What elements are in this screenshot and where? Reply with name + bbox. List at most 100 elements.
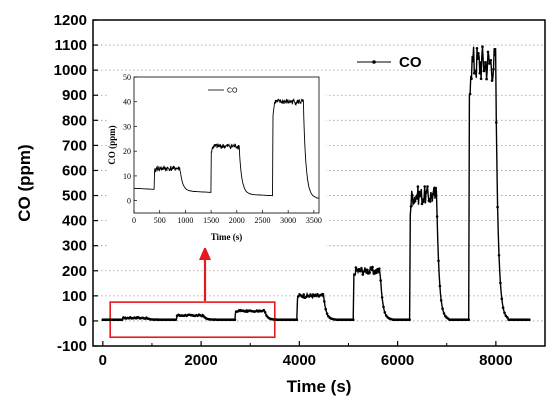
main-data-point [295, 318, 299, 322]
x-tick-label: 2000 [184, 352, 217, 369]
main-data-point [471, 59, 475, 63]
main-data-point [438, 284, 442, 288]
main-data-point [321, 292, 325, 296]
y-tick-label: 700 [62, 137, 87, 154]
main-data-point [409, 205, 413, 208]
y-tick-label: 100 [62, 288, 87, 305]
main-data-point [325, 312, 329, 316]
main-data-point [474, 70, 477, 73]
main-data-point [501, 306, 505, 310]
main-legend-marker [372, 60, 376, 64]
main-data-point [468, 92, 472, 96]
inset-y-tick-label: 50 [123, 73, 131, 82]
main-data-point [442, 312, 446, 315]
main-legend-label: CO [399, 54, 422, 71]
inset-x-tick-label: 2500 [254, 216, 270, 225]
main-data-point [307, 295, 311, 298]
main-data-point [301, 295, 304, 298]
main-data-point [478, 71, 482, 75]
main-data-point [479, 77, 483, 81]
inset-x-tick-label: 1500 [203, 216, 219, 225]
main-legend: CO [357, 54, 422, 71]
y-tick-label: 600 [62, 162, 87, 179]
main-data-point [358, 269, 362, 273]
main-plot-frame [92, 19, 546, 347]
main-data-point [263, 311, 267, 314]
main-data-point [411, 193, 414, 197]
main-series-co [101, 45, 531, 322]
main-data-point [353, 273, 356, 276]
x-tick-label: 0 [99, 352, 107, 369]
x-tick-label: 4000 [283, 352, 316, 369]
main-data-point [375, 271, 378, 274]
inset-x-tick-label: 3500 [306, 216, 322, 225]
y-tick-label: 300 [62, 238, 87, 255]
main-data-point [379, 279, 383, 282]
main-data-point [296, 295, 300, 298]
highlight-box [109, 301, 276, 339]
main-data-point [415, 195, 418, 198]
main-data-point [467, 318, 471, 322]
main-data-point [488, 62, 491, 65]
main-data-point [434, 186, 438, 190]
main-data-point [302, 293, 306, 296]
y-tick-label: 800 [62, 112, 87, 129]
main-data-point [233, 318, 237, 322]
main-data-point [485, 77, 488, 81]
inset-series-co [134, 98, 320, 199]
main-data-point [482, 69, 486, 73]
arrow-head [199, 246, 211, 260]
main-data-point [380, 296, 384, 299]
main-data-point [492, 68, 495, 71]
main-data-point [310, 295, 314, 298]
main-data-point [408, 318, 411, 322]
main-data-point [428, 200, 432, 203]
y-tick-label: -100 [57, 338, 87, 355]
main-data-point [431, 192, 435, 196]
inset-y-axis-label: CO (ppm) [107, 125, 117, 164]
main-data-point [316, 293, 319, 296]
main-data-point [495, 121, 498, 124]
main-data-point [528, 318, 531, 322]
main-data-point [265, 314, 268, 317]
inset-y-tick-label: 30 [123, 122, 131, 131]
main-data-point [422, 200, 425, 203]
main-data-point [120, 318, 124, 322]
inset-legend: CO [208, 88, 238, 95]
main-data-point [174, 318, 177, 322]
main-data-point [378, 267, 381, 271]
main-data-point [484, 61, 487, 64]
main-data-point [475, 47, 479, 50]
inset-x-axis-label: Time (s) [211, 232, 243, 242]
y-tick-label: 0 [79, 313, 87, 330]
inset-y-tick-label: 10 [123, 172, 131, 181]
inset-series-line [134, 98, 320, 199]
callout-arrow [199, 246, 211, 302]
main-data-point [416, 185, 420, 188]
y-tick-label: 900 [62, 87, 87, 104]
main-data-point [481, 45, 484, 48]
main-data-point [309, 293, 312, 296]
main-data-point [430, 195, 433, 198]
y-tick-label: 400 [62, 213, 87, 230]
inset-x-tick-label: 0 [132, 216, 136, 225]
y-tick-label: 500 [62, 188, 87, 205]
main-data-point [413, 199, 417, 203]
y-tick-label: 200 [62, 263, 87, 280]
main-data-point [361, 273, 365, 276]
main-data-point [360, 267, 363, 270]
main-data-point [435, 215, 439, 218]
inset-plot-frame [133, 76, 320, 214]
y-tick-label: 1000 [54, 62, 87, 79]
main-data-point [371, 265, 374, 269]
main-data-point [351, 318, 355, 322]
main-data-point [420, 202, 424, 206]
main-data-point [424, 190, 428, 194]
inset-x-tick-label: 500 [154, 216, 166, 225]
main-data-point [470, 77, 473, 80]
main-data-point [503, 311, 506, 315]
main-data-point [489, 59, 493, 62]
x-tick-label: 6000 [381, 352, 414, 369]
